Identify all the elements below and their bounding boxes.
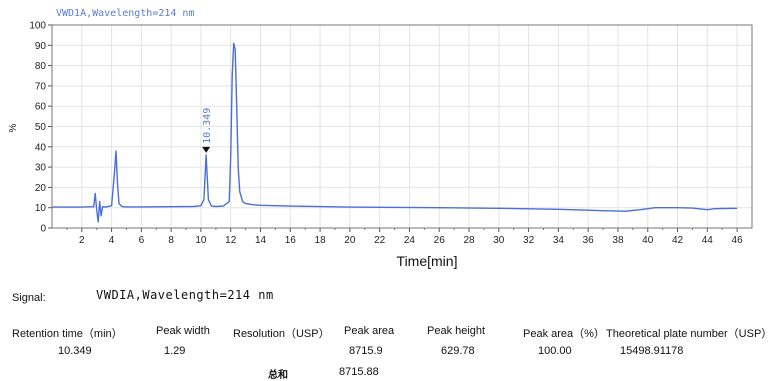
- x-tick-label: 22: [374, 235, 386, 246]
- y-tick-label: 70: [35, 81, 47, 92]
- sum-value: 8715.88: [339, 366, 379, 378]
- cell-peak-height: 629.78: [441, 345, 475, 357]
- x-tick-label: 26: [434, 235, 446, 246]
- cell-peak-area: 8715.9: [349, 345, 383, 357]
- x-tick-label: 18: [315, 235, 327, 246]
- x-tick-label: 36: [583, 235, 595, 246]
- x-tick-label: 34: [553, 235, 565, 246]
- y-tick-label: 20: [35, 183, 47, 194]
- chromatogram-svg: VWD1A,Wavelength=214 nm 0 10 20 30 40 50 60 70 80…: [8, 8, 753, 269]
- header-plate-number: Theoretical plate number（USP）: [606, 328, 768, 340]
- x-tick-label: 42: [672, 235, 684, 246]
- header-peak-area-pct: Peak area（%）: [523, 328, 605, 340]
- x-tick-label: 32: [523, 235, 535, 246]
- x-tick-label: 8: [168, 235, 174, 246]
- header-peak-width: Peak width: [156, 325, 210, 337]
- chart-title: VWD1A,Wavelength=214 nm: [56, 8, 194, 19]
- x-tick-label: 44: [702, 235, 714, 246]
- header-resolution: Resolution（USP）: [233, 328, 330, 340]
- signal-value: VWDIA,Wavelength=214 nm: [96, 288, 274, 302]
- signal-label: Signal:: [12, 292, 46, 304]
- x-tick-label: 14: [255, 235, 267, 246]
- x-tick-label: 4: [109, 235, 115, 246]
- y-tick-label: 100: [29, 21, 46, 32]
- x-tick-label: 46: [732, 235, 744, 246]
- y-tick-label: 30: [35, 163, 47, 174]
- x-tick-label: 24: [404, 235, 416, 246]
- x-tick-label: 30: [493, 235, 505, 246]
- y-tick-label: 90: [35, 41, 47, 52]
- x-tick-label: 40: [642, 235, 654, 246]
- cell-peak-width: 1.29: [164, 345, 186, 357]
- cell-peak-area-pct: 100.00: [538, 345, 572, 357]
- y-tick-label: 10: [35, 203, 47, 214]
- y-axis-label: %: [8, 123, 19, 132]
- series-line: [52, 42, 738, 223]
- x-tick-label: 38: [612, 235, 624, 246]
- header-retention-time: Retention time（min）: [12, 328, 123, 340]
- sum-label: 总和: [268, 370, 288, 381]
- x-tick-label: 28: [463, 235, 475, 246]
- x-tick-label: 10: [195, 235, 207, 246]
- x-axis-label: Time[min]: [397, 253, 458, 269]
- chromatogram-chart: VWD1A,Wavelength=214 nm 0 10 20 30 40 50 60 70 80…: [8, 8, 753, 269]
- y-tick-label: 60: [35, 102, 47, 113]
- peak-annotation-label: 10.349: [202, 108, 213, 144]
- y-tick-label: 0: [40, 224, 46, 235]
- y-tick-label: 80: [35, 61, 47, 72]
- header-peak-height: Peak height: [427, 325, 486, 337]
- x-tick-label: 6: [139, 235, 145, 246]
- y-tick-label: 40: [35, 142, 47, 153]
- x-tick-label: 16: [285, 235, 297, 246]
- cell-plate-number: 15498.91178: [620, 345, 684, 357]
- x-tick-label: 2: [79, 235, 85, 246]
- cell-retention-time: 10.349: [58, 345, 92, 357]
- y-tick-label: 50: [35, 122, 47, 133]
- plot-border: [51, 24, 753, 229]
- peak-marker: [202, 146, 211, 153]
- x-tick-label: 20: [344, 235, 356, 246]
- x-tick-label: 12: [225, 235, 237, 246]
- header-peak-area: Peak area: [344, 325, 395, 337]
